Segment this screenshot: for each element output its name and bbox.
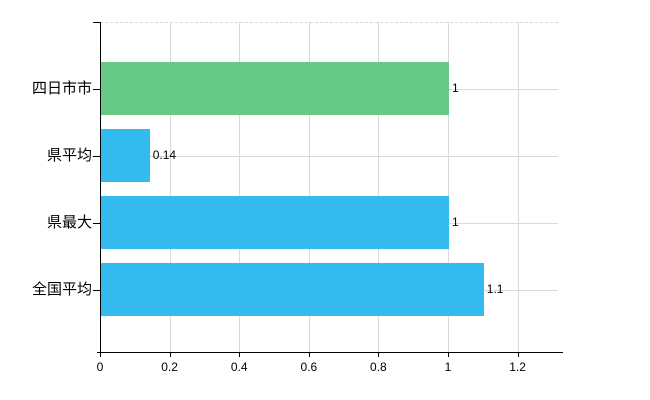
- x-gridline: [169, 22, 171, 352]
- x-axis-tick: [308, 352, 310, 357]
- x-gridline: [378, 22, 380, 352]
- x-tick-label: 0.8: [370, 360, 387, 374]
- x-axis: [97, 352, 563, 353]
- category-label: 四日市市: [31, 79, 92, 97]
- category-label: 全国平均: [31, 280, 92, 298]
- x-axis-tick: [100, 352, 101, 357]
- y-axis-tick: [93, 222, 100, 224]
- y-axis: [100, 22, 101, 352]
- y-axis-tick: [93, 22, 100, 23]
- y-axis-tick: [93, 155, 100, 157]
- x-axis-tick: [378, 352, 380, 357]
- value-label: 0.14: [152, 148, 177, 162]
- bar: [101, 196, 449, 249]
- x-tick-label: 0.4: [230, 360, 248, 374]
- value-label: 1: [452, 81, 459, 95]
- x-tick-label: 1: [444, 360, 452, 374]
- bar: [101, 129, 150, 182]
- x-tick-label: 0.2: [161, 360, 178, 374]
- value-label: 1: [452, 215, 459, 229]
- category-label: 県最大: [46, 213, 92, 231]
- value-label: 1.1: [486, 282, 504, 296]
- y-axis-tick: [93, 289, 100, 291]
- plot-top-border: [100, 22, 558, 23]
- bar: [101, 62, 449, 115]
- x-gridline: [308, 22, 310, 352]
- y-axis-tick: [93, 88, 100, 90]
- x-tick-label: 1.2: [509, 360, 526, 374]
- bar: [101, 263, 484, 316]
- x-gridline: [239, 22, 241, 352]
- x-gridline: [517, 22, 519, 352]
- x-axis-tick: [239, 352, 241, 357]
- x-axis-tick: [169, 352, 171, 357]
- x-tick-label: 0: [96, 360, 104, 374]
- x-axis-tick: [448, 352, 449, 357]
- x-axis-tick: [517, 352, 519, 357]
- y-gridline: [100, 155, 558, 157]
- x-gridline: [448, 22, 449, 352]
- x-tick-label: 0.6: [300, 360, 318, 374]
- category-label: 県平均: [46, 146, 92, 164]
